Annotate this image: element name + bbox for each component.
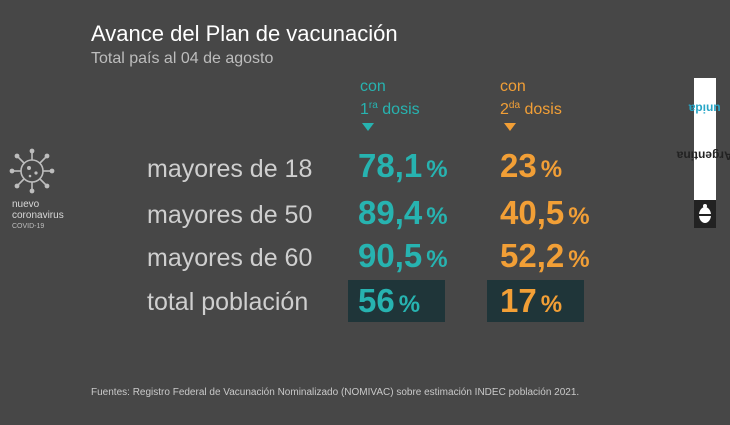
column-header-first-num: 1 <box>360 101 369 118</box>
value-number: 89,4 <box>358 194 423 231</box>
value-number: 23 <box>500 147 537 184</box>
value-second-dose: 40,5% <box>500 194 590 232</box>
source-footnote: Fuentes: Registro Federal de Vacunación … <box>91 387 580 398</box>
row-label: total población <box>147 288 309 316</box>
value-number: 40,5 <box>500 194 565 231</box>
column-header-second-sup: da <box>508 100 521 111</box>
brand-word2: unida <box>689 101 722 116</box>
percent-sign: % <box>568 203 590 230</box>
column-header-second-line1: con <box>500 78 526 95</box>
coat-of-arms-icon <box>694 200 716 228</box>
page-title: Avance del Plan de vacunación <box>91 21 398 46</box>
page-subtitle: Total país al 04 de agosto <box>91 50 274 67</box>
virus-icon <box>9 148 55 194</box>
triangle-down-icon <box>504 123 516 131</box>
total-highlight-second <box>487 280 584 322</box>
column-header-second-word: dosis <box>524 101 562 118</box>
coat-of-arms-svg <box>699 204 711 223</box>
triangle-down-icon <box>362 123 374 131</box>
percent-sign: % <box>540 156 563 183</box>
column-header-first-word: dosis <box>382 101 420 118</box>
percent-sign: % <box>568 246 590 273</box>
brand-text: Argentina unida <box>677 78 730 198</box>
value-second-dose: 17% <box>500 282 562 320</box>
value-number: 52,2 <box>500 237 565 274</box>
value-number: 56 <box>358 282 395 319</box>
logo-line2: coronavirus <box>12 210 64 221</box>
percent-sign: % <box>398 291 421 318</box>
value-second-dose: 52,2% <box>500 237 590 275</box>
percent-sign: % <box>426 203 448 230</box>
row-label: mayores de 60 <box>147 244 313 272</box>
value-number: 90,5 <box>358 237 423 274</box>
logo-line3: COVID-19 <box>12 223 45 230</box>
value-first-dose: 90,5% <box>358 237 448 275</box>
logo-line1: nuevo <box>12 199 40 210</box>
column-header-first-line2: 1ra dosis <box>360 96 420 119</box>
column-header-second-line2: 2da dosis <box>500 96 562 119</box>
column-header-first-sup: ra <box>368 100 378 111</box>
coronavirus-logo-text: nuevo coronavirus COVID-19 <box>12 199 64 232</box>
percent-sign: % <box>426 156 448 183</box>
row-label: mayores de 50 <box>147 201 313 229</box>
value-number: 78,1 <box>358 147 423 184</box>
percent-sign: % <box>426 246 448 273</box>
column-header-first-line1: con <box>360 78 386 95</box>
brand-badge: Argentina unida <box>677 78 730 228</box>
column-header-second-dose: con 2da dosis <box>500 77 562 119</box>
percent-sign: % <box>540 291 563 318</box>
total-highlight-first <box>348 280 445 322</box>
value-second-dose: 23% <box>500 147 562 185</box>
value-first-dose: 56% <box>358 282 420 320</box>
value-first-dose: 89,4% <box>358 194 448 232</box>
value-number: 17 <box>500 282 537 319</box>
column-header-first-dose: con 1ra dosis <box>360 77 420 119</box>
value-first-dose: 78,1% <box>358 147 448 185</box>
brand-word1: Argentina <box>677 148 730 163</box>
brand-text-rotated: Argentina unida <box>677 92 730 183</box>
column-header-second-num: 2 <box>500 101 509 118</box>
row-label: mayores de 18 <box>147 155 313 183</box>
